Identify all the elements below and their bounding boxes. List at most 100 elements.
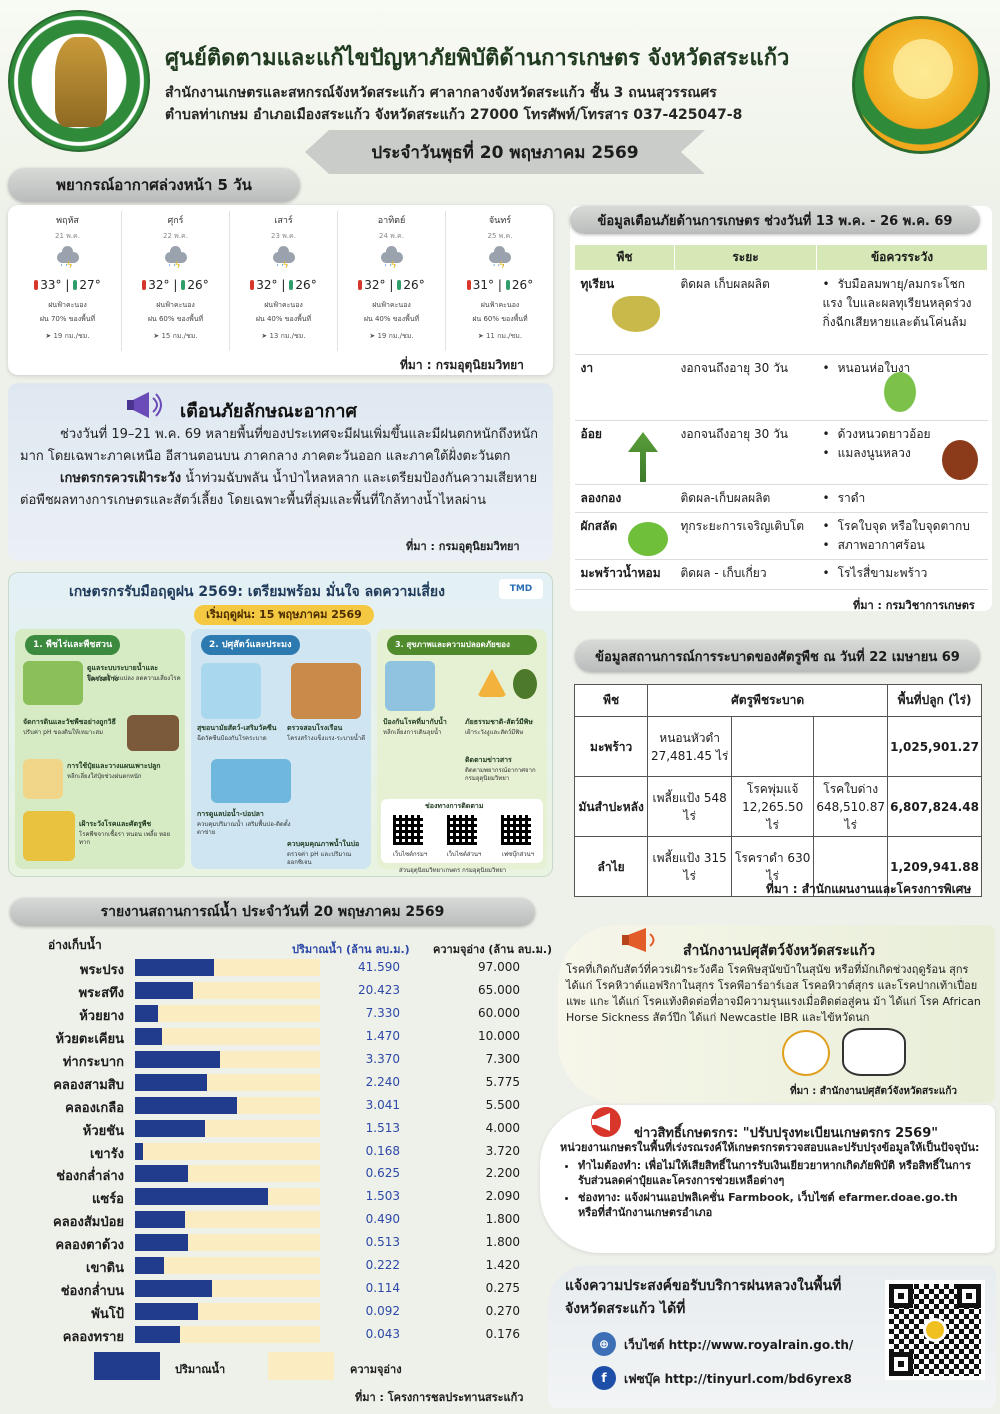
capacity-value: 2.090: [485, 1189, 520, 1204]
column-header: พืช: [573, 684, 649, 717]
qr-code-icon[interactable]: [499, 813, 533, 847]
farmer-rights-intro: หน่วยงานเกษตรในพื้นที่เร่งรณรงค์ให้เกษตร…: [560, 1141, 980, 1154]
forecast-day: จันทร์ 25 พ.ค. ' ' ' ϟ 31° | 26° ฝนฟ้าคะนอง ฝน …: [446, 211, 554, 351]
legend-capacity-swatch: [268, 1352, 334, 1380]
qr-pattern: [889, 1284, 981, 1376]
pest-cell: เพลี้ยแป้ง 548 ไร่: [647, 776, 733, 837]
livestock-tip-3-text: ควบคุมปริมาณน้ำ เสริมพื้นบ่อ-ติดตั้งตาข่…: [197, 821, 291, 836]
forecast-heading: พยากรณ์อากาศล่วงหน้า 5 วัน: [8, 168, 300, 202]
capacity-value: 5.500: [485, 1097, 520, 1112]
farmer-rights-bullet: ช่องทาง: แจ้งผ่านแอปพลิเคชั่น Farmbook, …: [578, 1190, 980, 1220]
reservoir-row: แซร์อ 1.503 2.090: [0, 1185, 560, 1208]
reservoir-name: คลองสามสิบ: [53, 1077, 124, 1093]
reservoir-row: ท่ากระบาก 3.370 7.300: [0, 1048, 560, 1071]
capacity-value: 5.775: [485, 1074, 520, 1089]
volume-bar: [135, 1257, 164, 1275]
volume-value: 0.168: [365, 1143, 400, 1158]
reservoir-row: พระปรง 41.590 97.000: [0, 956, 560, 979]
reservoir-name: พันโป้: [91, 1307, 124, 1323]
reservoir-row: พันโป้ 0.092 0.270: [0, 1300, 560, 1323]
reservoir-row: คลองตาด้วง 0.513 1.800: [0, 1231, 560, 1254]
volume-value: 3.370: [365, 1051, 400, 1066]
day-condition: ฝนฟ้าคะนอง: [48, 301, 87, 309]
reservoir-name: คลองทราย: [62, 1330, 124, 1346]
volume-value: 0.490: [365, 1212, 400, 1227]
capacity-value: 65.000: [478, 982, 520, 997]
precaution-item: ด้วงหนวดยาวอ้อย: [823, 425, 982, 444]
weather-warning-panel: [8, 383, 553, 561]
forecast-day: ศุกร์ 22 พ.ค. ' ' ' ϟ 32° | 26° ฝนฟ้าคะนอง ฝน 6…: [122, 211, 230, 351]
table-row: ทุเรียนติดผล เก็บผลผลิตรับมือลมพายุ/ลมกร…: [574, 270, 988, 355]
safety-heading: 3. สุขภาพและความปลอดภัยของเกษตรกร: [387, 635, 537, 669]
livestock-tip-4-text: ตรวจค่า pH และปริมาณออกซิเจน: [287, 851, 352, 866]
qr-label: เว็บไซต์ส่วนฯ: [446, 851, 482, 858]
pest-cell: โรคพุ่มแจ้ 12,265.50 ไร่: [731, 776, 815, 837]
reservoir-name: คลองตาด้วง: [55, 1238, 124, 1254]
rainy-season-start-badge: เริ่มฤดูฝน: 15 พฤษภาคม 2569: [194, 605, 374, 625]
reservoir-column-header: อ่างเก็บน้ำ: [48, 938, 102, 952]
legend-volume-label: ปริมาณน้ำ: [175, 1363, 226, 1376]
stage-cell: ติดผล-เก็บผลผลิต: [674, 484, 817, 513]
reservoir-name: เขาดิน: [86, 1261, 124, 1277]
day-condition: ฝนฟ้าคะนอง: [372, 301, 411, 309]
precautions-cell: ราดำ: [816, 484, 988, 513]
area-cell: 6,807,824.48: [887, 776, 982, 837]
volume-bar: [135, 1096, 238, 1114]
crops-tip-2-text: ปรับค่า pH ของดินให้เหมาะสม: [23, 729, 104, 736]
safety-tip-3-heading: ติดตามข่าวสาร: [465, 756, 512, 764]
volume-bar: [135, 1234, 188, 1252]
qr-label: เฟซบุ๊กส่วนฯ: [501, 851, 535, 858]
column-header: พื้นที่ปลูก (ไร่): [887, 684, 982, 717]
safety-tip-1-text: หลีกเลี่ยงการเดินลุยน้ำ: [383, 729, 442, 736]
reservoir-row: เขารัง 0.168 3.720: [0, 1140, 560, 1163]
farmer-planting-illustration: [23, 661, 83, 705]
volume-bar: [135, 1027, 163, 1045]
follow-channels-heading: ช่องทางการติดตาม: [425, 802, 484, 810]
column-header: ข้อควรระวัง: [816, 244, 988, 271]
reservoir-name: ช่องกล่ำล่าง: [56, 1169, 124, 1185]
reservoir-row: พระสทึง 20.423 65.000: [0, 979, 560, 1002]
day-rain-chance: ฝน 60% ของพื้นที่: [147, 315, 204, 323]
royal-rain-website-link[interactable]: เว็บไซต์ http://www.royalrain.go.th/: [624, 1338, 854, 1352]
durian-icon: [612, 296, 660, 332]
pest-heading: ข้อมูลสถานการณ์การระบาดของศัตรูพืช ณ วัน…: [575, 640, 980, 672]
qr-code-icon[interactable]: [391, 813, 425, 847]
livestock-source: ที่มา : สำนักงานปศุสัตว์จังหวัดสระแก้ว: [790, 1086, 958, 1097]
pest-cell: หนอนหัวดำ 27,481.45 ไร่: [647, 716, 733, 777]
wind-arrow-icon: ➤: [45, 332, 52, 340]
chicken-icon: [782, 1030, 830, 1076]
day-condition: ฝนฟ้าคะนอง: [480, 301, 520, 309]
day-wind: ➤ 19 กม./ชม.: [14, 331, 121, 342]
qr-code-icon[interactable]: [445, 813, 479, 847]
address-line-2: ตำบลท่าเกษม อำเภอเมืองสระแก้ว จังหวัดสระ…: [165, 107, 743, 123]
warning-emphasis: เกษตรกรควรเฝ้าระวัง: [60, 471, 182, 486]
volume-value: 7.330: [365, 1005, 400, 1020]
crops-tip-4-heading: เฝ้าระวังโรคและศัตรูพืช: [79, 820, 152, 828]
crop-cell: มะพร้าว: [573, 716, 649, 777]
facebook-icon: f: [592, 1366, 616, 1390]
reservoir-name: คลองเกลือ: [65, 1100, 124, 1116]
qr-label: เว็บไซต์กรมฯ: [392, 851, 428, 858]
reservoir-row: ห้วยชัน 1.513 4.000: [0, 1117, 560, 1140]
qr-code-icon[interactable]: [885, 1280, 985, 1380]
thermometer-icon: [505, 280, 510, 290]
stage-cell: งอกจนถึงอายุ 30 วัน: [674, 354, 817, 421]
thunderstorm-icon: ' ' ' ϟ: [53, 246, 83, 272]
livestock-tip-2-text: โครงสร้างแข็งแรง-ระบายน้ำดี: [287, 735, 366, 742]
livestock-title: สำนักงานปศุสัตว์จังหวัดสระแก้ว: [683, 943, 876, 959]
day-rain-chance: ฝน 40% ของพื้นที่: [255, 315, 312, 323]
forecast-day: พฤหัส 21 พ.ค. ' ' ' ϟ 33° | 27° ฝนฟ้าคะนอง ฝน 7…: [14, 211, 122, 351]
barn-illustration: [291, 663, 361, 719]
capacity-bar: [135, 1027, 320, 1045]
livestock-tip-4-heading: ควบคุมคุณภาพน้ำในบ่อ: [287, 840, 360, 848]
thermometer-icon: [142, 280, 147, 290]
capacity-value: 7.300: [485, 1051, 520, 1066]
volume-bar: [135, 1004, 158, 1022]
royal-rain-facebook-link[interactable]: เฟซบุ๊ค http://tinyurl.com/bd6yrex8: [624, 1372, 852, 1386]
volume-value: 20.423: [358, 982, 400, 997]
warning-source: ที่มา : กรมอุตุนิยมวิทยา: [406, 540, 520, 553]
thunderstorm-icon: ' ' ' ϟ: [485, 246, 515, 272]
crop-cell: ลำไย: [573, 836, 649, 897]
day-date: 22 พ.ค.: [163, 232, 188, 240]
capacity-value: 1.800: [485, 1212, 520, 1227]
